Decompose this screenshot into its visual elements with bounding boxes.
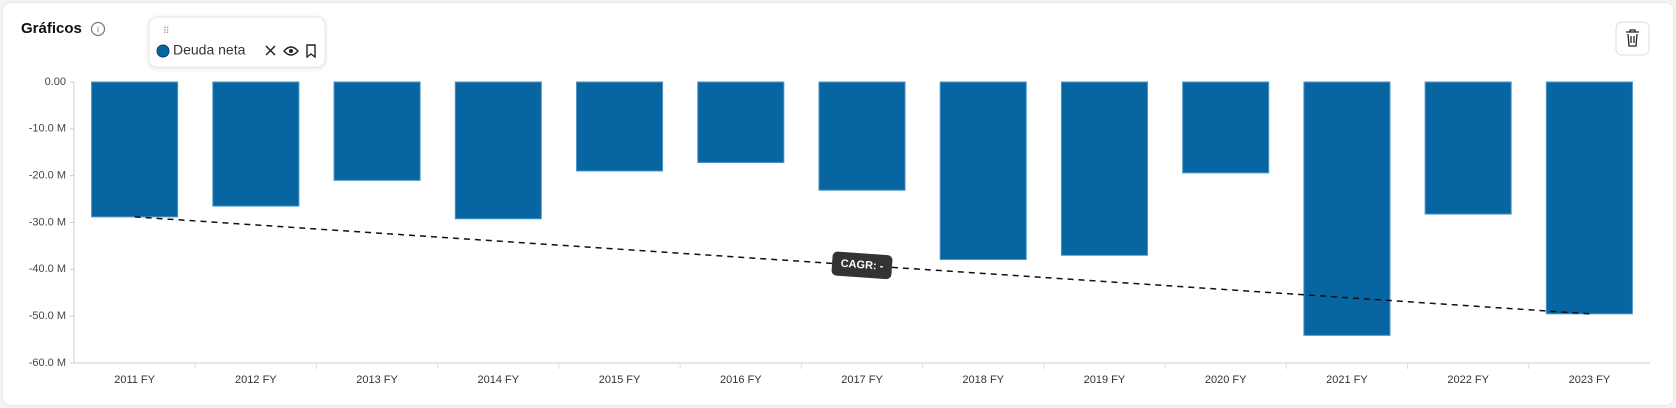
bar [1303, 81, 1391, 336]
y-tick-label: -10.0 M [29, 123, 66, 135]
info-glyph: i [97, 24, 99, 34]
x-tick-label: 2018 FY [962, 374, 1004, 386]
eye-pupil [289, 49, 293, 53]
bar [818, 81, 906, 191]
bar [939, 81, 1027, 260]
x-tick-label: 2013 FY [356, 374, 398, 386]
x-tick-label: 2023 FY [1569, 374, 1611, 386]
bar [454, 81, 542, 220]
bar [91, 81, 179, 218]
x-tick-label: 2019 FY [1084, 374, 1126, 386]
x-tick-label: 2017 FY [841, 374, 883, 386]
x-tick-label: 2022 FY [1447, 374, 1489, 386]
x-tick-label: 2012 FY [235, 374, 277, 386]
x-tick-label: 2015 FY [599, 374, 641, 386]
bar [1545, 81, 1633, 315]
x-tick-label: 2011 FY [114, 374, 155, 386]
bar [212, 81, 300, 207]
y-tick-label: 0.00 [45, 76, 66, 88]
title: Gráficos [21, 20, 82, 37]
y-tick-label: -50.0 M [29, 310, 66, 322]
x-tick-label: 2014 FY [478, 374, 520, 386]
bar [1424, 81, 1512, 215]
y-tick-label: -30.0 M [29, 216, 66, 228]
drag-handle[interactable]: ⠿ [163, 25, 170, 35]
x-tick-label: 2020 FY [1205, 374, 1247, 386]
eye-icon[interactable] [283, 46, 299, 56]
bar [333, 81, 421, 181]
info-icon[interactable] [90, 21, 106, 37]
bookmark-icon[interactable] [306, 44, 316, 59]
legend-label[interactable]: Deuda neta [173, 42, 246, 58]
legend-chip [148, 16, 326, 68]
trend-label-box [831, 251, 893, 280]
legend-swatch [156, 44, 170, 58]
bar [1182, 81, 1270, 174]
trend-label: CAGR: - [840, 258, 884, 273]
x-tick-label: 2016 FY [720, 374, 762, 386]
bar [1060, 81, 1148, 256]
y-tick-label: -20.0 M [29, 170, 66, 182]
y-tick-label: -60.0 M [29, 357, 66, 369]
delete-button[interactable] [1615, 21, 1650, 56]
bar [576, 81, 664, 172]
bar [697, 81, 785, 164]
y-tick-label: -40.0 M [29, 263, 66, 275]
x-tick-label: 2021 FY [1326, 374, 1368, 386]
chart: Gráficos i ⠿ Deuda neta 0.00 -10.0 M -20.0… [21, 16, 1650, 386]
close-icon[interactable] [265, 45, 276, 56]
trash-icon [1626, 29, 1639, 47]
